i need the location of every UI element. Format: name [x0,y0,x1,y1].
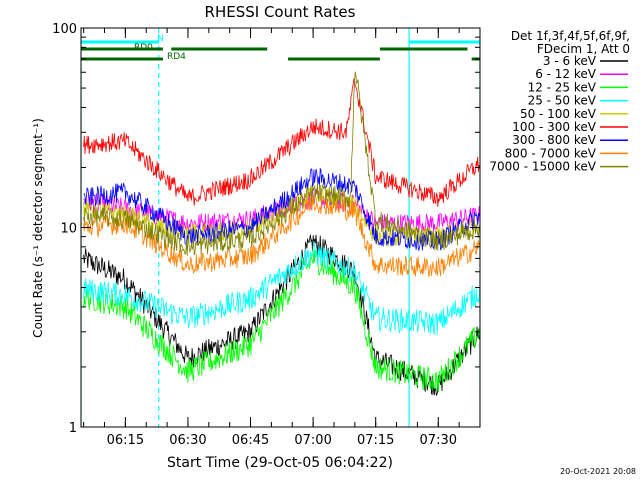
series-line [83,167,480,252]
generated-timestamp: 20-Oct-2021 20:08 [560,467,636,476]
legend-entry-label: 7000 - 15000 keV [489,160,596,174]
legend-entry-label: 100 - 300 keV [512,120,596,134]
legend-entry-label: 50 - 100 keV [520,107,597,121]
series-line [83,234,480,397]
x-tick-label: 07:15 [357,433,394,448]
y-tick-label: 100 [52,22,77,37]
y-axis-label: Count Rate (s⁻¹ detector segment⁻¹) [31,118,45,338]
legend-entry-label: 25 - 50 keV [528,94,597,108]
legend-entry-label: 6 - 12 keV [535,67,597,81]
x-axis-label: Start Time (29-Oct-05 06:04:22) [167,455,393,471]
series-line [83,71,480,256]
annotation-label: RD4 [167,52,186,62]
y-tick-label: 1 [69,421,77,436]
x-tick-label: 07:30 [420,433,457,448]
legend-entry-label: 300 - 800 keV [512,133,596,147]
legend-entry-label: 3 - 6 keV [543,54,597,68]
x-tick-label: 07:00 [294,433,331,448]
legend-header-line-1: Det 1f,3f,4f,5f,6f,9f, [511,29,630,43]
x-tick-label: 06:45 [232,433,269,448]
chart-title: RHESSI Count Rates [205,3,356,21]
x-tick-label: 06:30 [169,433,206,448]
series-line [83,188,480,234]
series-line [83,241,480,336]
series-line [83,249,480,393]
x-tick-label: 06:15 [107,433,144,448]
annotation-label: N [157,34,164,44]
y-tick-label: 10 [60,222,77,237]
legend: Det 1f,3f,4f,5f,6f,9f, FDecim 1, Att 0 3… [489,29,630,174]
legend-entry-label: 12 - 25 keV [528,80,597,94]
legend-header-line-2: FDecim 1, Att 0 [537,42,630,56]
legend-entry-label: 800 - 7000 keV [505,146,597,160]
annotation-label: RD0 [134,43,153,53]
series-line [83,77,480,207]
